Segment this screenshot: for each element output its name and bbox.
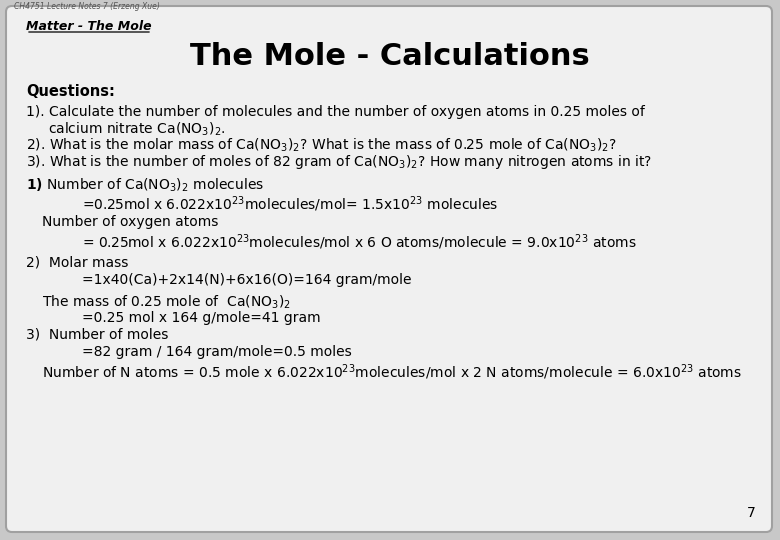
Text: 3)  Number of moles: 3) Number of moles: [26, 328, 168, 342]
Text: The Mole - Calculations: The Mole - Calculations: [190, 42, 590, 71]
Text: 3). What is the number of moles of 82 gram of Ca(NO$_3$)$_2$? How many nitrogen : 3). What is the number of moles of 82 gr…: [26, 153, 652, 171]
Text: 2). What is the molar mass of Ca(NO$_3$)$_2$? What is the mass of 0.25 mole of C: 2). What is the molar mass of Ca(NO$_3$)…: [26, 137, 617, 154]
Text: =1x40(Ca)+2x14(N)+6x16(O)=164 gram/mole: =1x40(Ca)+2x14(N)+6x16(O)=164 gram/mole: [82, 273, 412, 287]
Text: Questions:: Questions:: [26, 84, 115, 99]
Text: 2)  Molar mass: 2) Molar mass: [26, 256, 129, 270]
Text: $\mathbf{1)}$ Number of Ca(NO$_3$)$_2$ molecules: $\mathbf{1)}$ Number of Ca(NO$_3$)$_2$ m…: [26, 177, 264, 194]
Text: 1). Calculate the number of molecules and the number of oxygen atoms in 0.25 mol: 1). Calculate the number of molecules an…: [26, 105, 645, 119]
Text: =0.25mol x 6.022x10$^{23}$molecules/mol= 1.5x10$^{23}$ molecules: =0.25mol x 6.022x10$^{23}$molecules/mol=…: [82, 194, 498, 214]
Text: calcium nitrate Ca(NO$_3$)$_2$.: calcium nitrate Ca(NO$_3$)$_2$.: [48, 121, 225, 138]
Text: Number of oxygen atoms: Number of oxygen atoms: [42, 215, 218, 229]
Text: The mass of 0.25 mole of  Ca(NO$_3$)$_2$: The mass of 0.25 mole of Ca(NO$_3$)$_2$: [42, 294, 291, 312]
Text: =82 gram / 164 gram/mole=0.5 moles: =82 gram / 164 gram/mole=0.5 moles: [82, 345, 352, 359]
Text: 7: 7: [747, 506, 756, 520]
FancyBboxPatch shape: [6, 6, 772, 532]
Text: = 0.25mol x 6.022x10$^{23}$molecules/mol x 6 O atoms/molecule = 9.0x10$^{23}$ at: = 0.25mol x 6.022x10$^{23}$molecules/mol…: [82, 232, 636, 252]
Text: CH4751 Lecture Notes 7 (Erzeng Xue): CH4751 Lecture Notes 7 (Erzeng Xue): [14, 2, 160, 11]
Text: Matter - The Mole: Matter - The Mole: [26, 20, 151, 33]
Text: =0.25 mol x 164 g/mole=41 gram: =0.25 mol x 164 g/mole=41 gram: [82, 311, 321, 325]
Text: Number of N atoms = 0.5 mole x 6.022x10$^{23}$molecules/mol x 2 N atoms/molecule: Number of N atoms = 0.5 mole x 6.022x10$…: [42, 362, 742, 382]
